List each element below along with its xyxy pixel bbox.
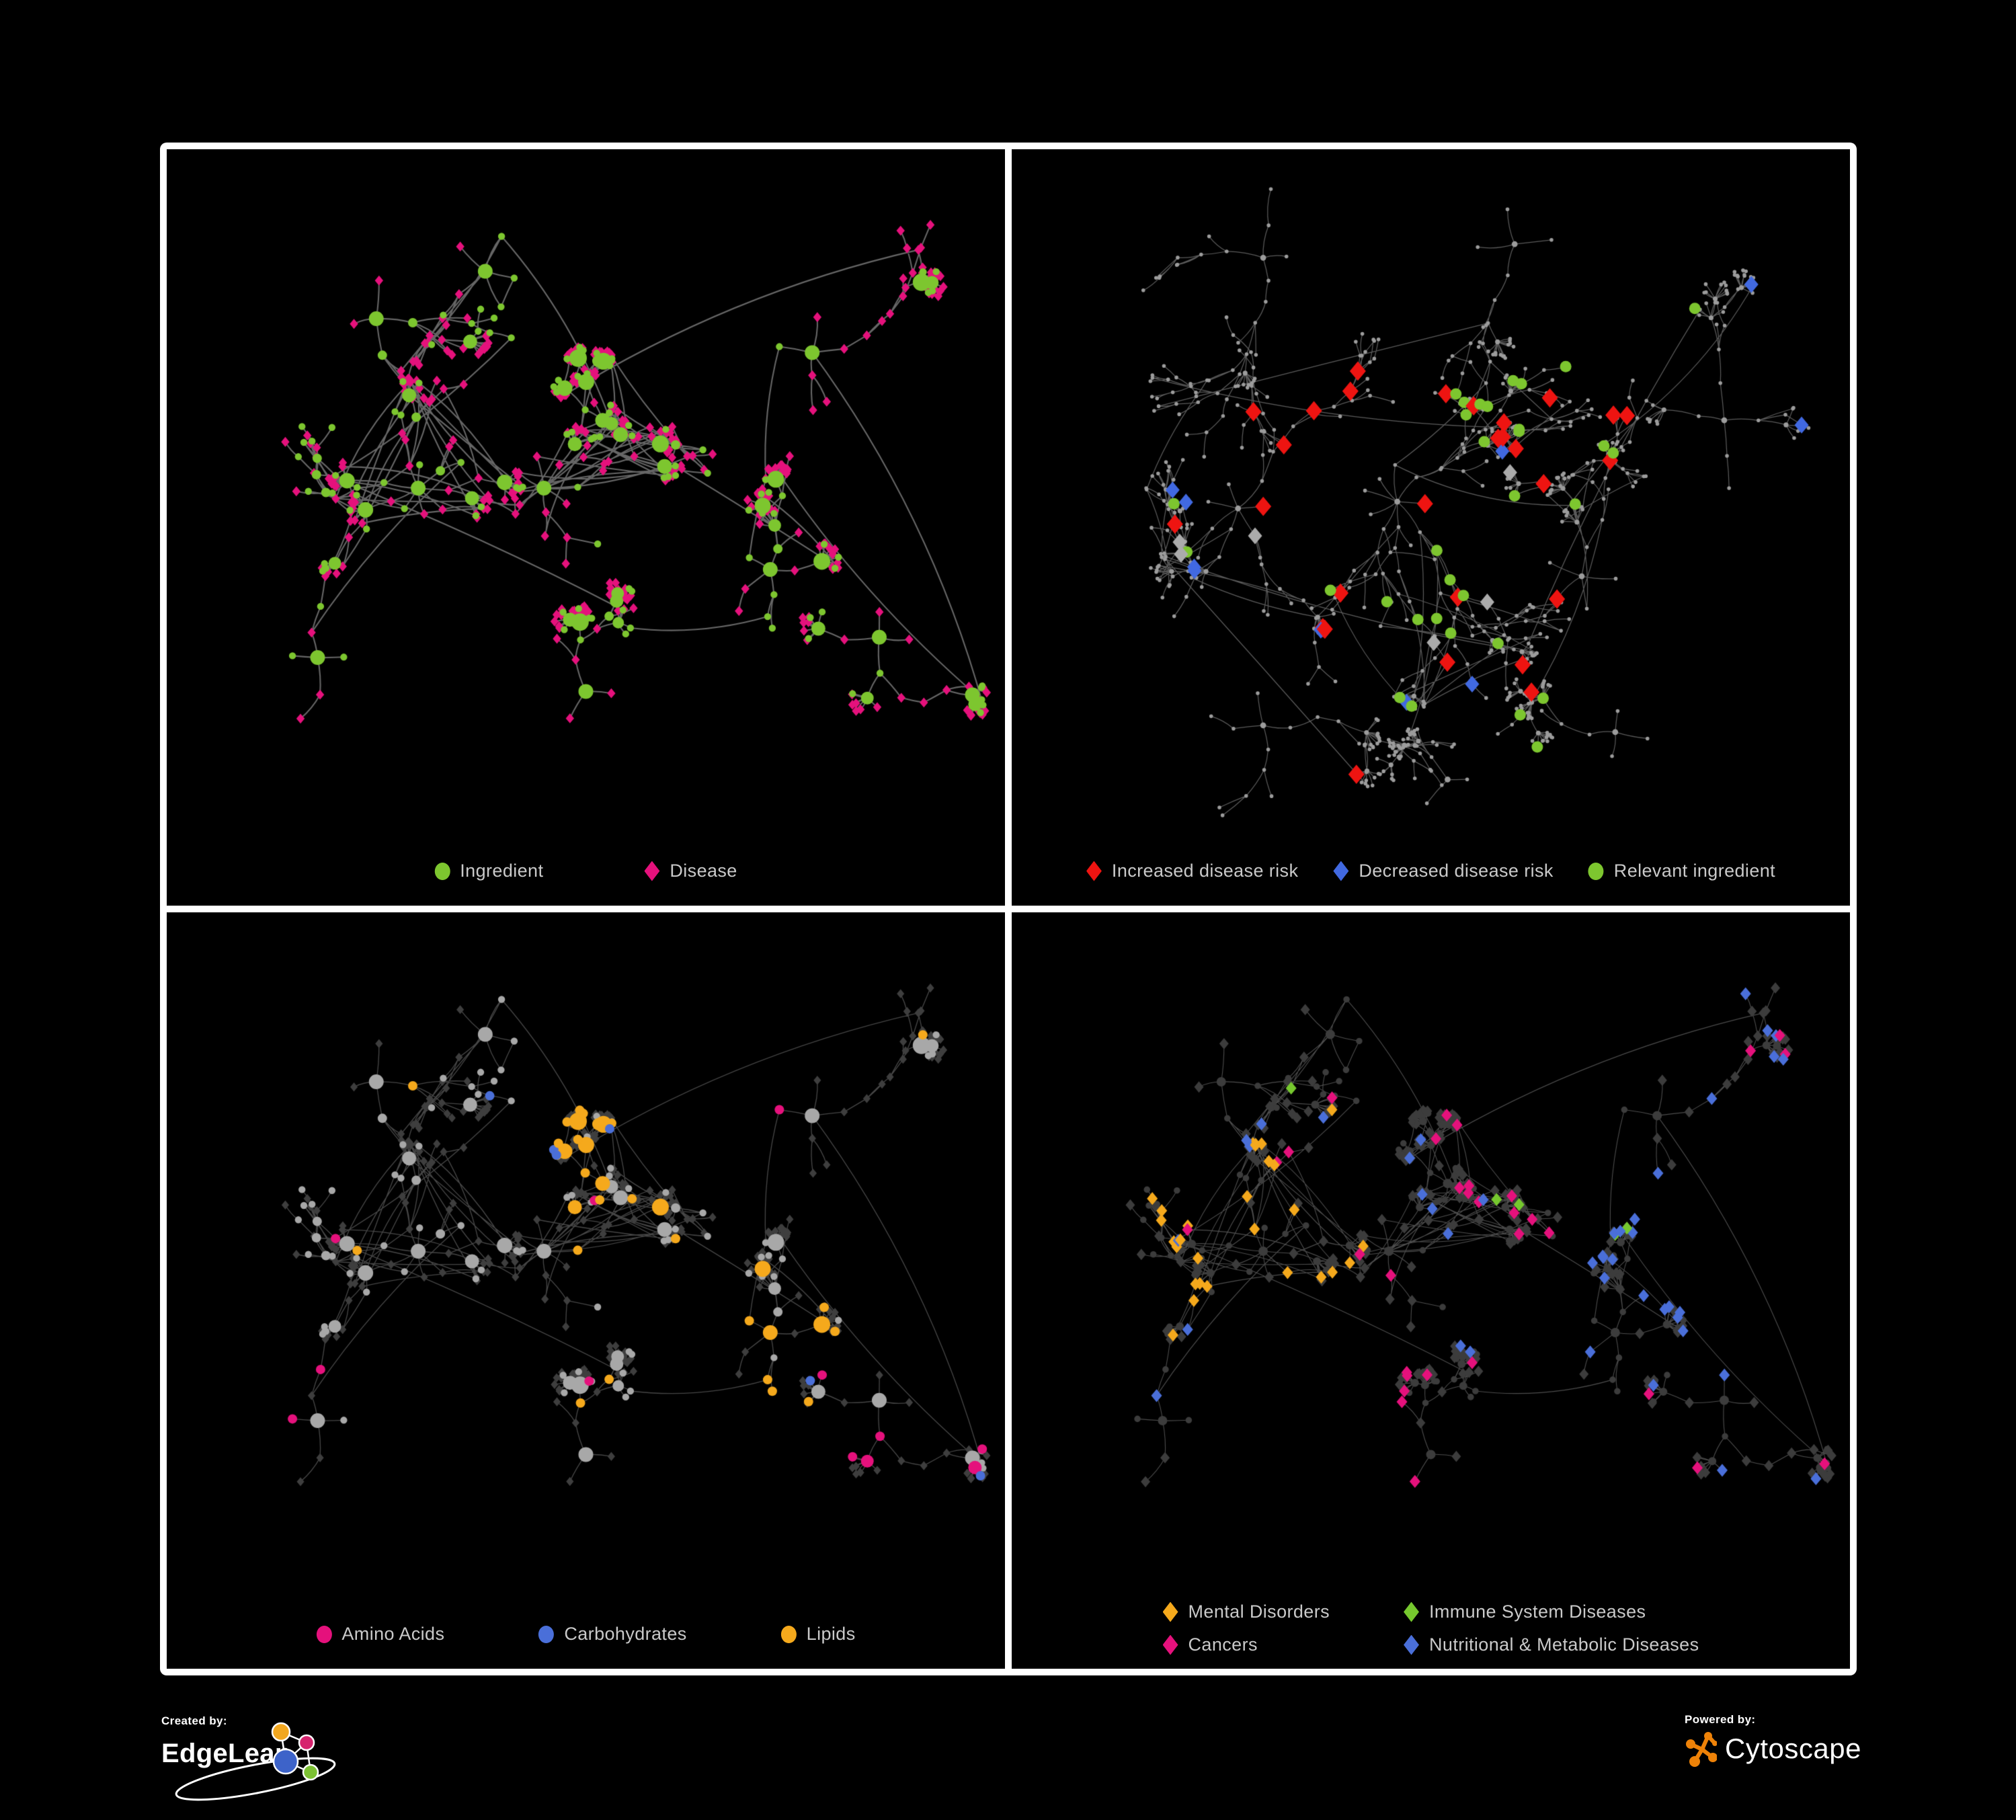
legend-item: Increased disease risk	[1086, 861, 1298, 881]
legend-item: Ingredient	[434, 861, 543, 881]
legend-label: Carbohydrates	[564, 1624, 687, 1644]
legend-label: Lipids	[806, 1624, 856, 1644]
legend-label: Nutritional & Metabolic Diseases	[1429, 1634, 1699, 1655]
edgeleap-logo-icon	[175, 1722, 336, 1801]
panel-disease-risk: Increased disease risk Decreased disease …	[1012, 149, 1850, 906]
legend-item: Immune System Diseases	[1404, 1601, 1699, 1622]
legend-item: Nutritional & Metabolic Diseases	[1404, 1634, 1699, 1655]
legend-label: Relevant ingredient	[1613, 861, 1776, 881]
circle-marker	[434, 862, 450, 880]
network-canvas-nutrient-categories	[167, 912, 1005, 1590]
circle-marker	[538, 1625, 555, 1643]
diamond-marker	[1086, 861, 1102, 881]
diamond-marker	[1333, 861, 1349, 881]
legend-item: Mental Disorders	[1162, 1601, 1330, 1622]
cytoscape-wordmark: Cytoscape	[1725, 1733, 1861, 1764]
panel-grid: Ingredient Disease Increased disease risk…	[160, 143, 1857, 1675]
legend-label: Amino Acids	[341, 1624, 445, 1644]
diamond-marker	[1162, 1601, 1178, 1622]
created-by-label: Created by:	[161, 1714, 227, 1727]
legend-ingredient-disease: Ingredient Disease	[434, 861, 737, 881]
powered-by-block: Powered by: Cytoscape	[1685, 1713, 1861, 1768]
legend-item: Amino Acids	[316, 1624, 444, 1645]
legend-disease-categories: Mental Disorders Cancers Immune System Dis…	[1162, 1601, 1699, 1655]
panel-disease-categories: Mental Disorders Cancers Immune System Dis…	[1012, 912, 1850, 1669]
diamond-marker	[1162, 1634, 1178, 1655]
legend-label: Mental Disorders	[1188, 1601, 1330, 1622]
edgeleap-brand: EdgeLeap	[161, 1722, 363, 1801]
panel-nutrient-categories: Amino Acids Carbohydrates Lipids	[167, 912, 1005, 1669]
legend-label: Ingredient	[460, 861, 544, 881]
circle-marker	[1588, 862, 1604, 880]
legend-item: Relevant ingredient	[1588, 861, 1775, 881]
circle-marker	[316, 1625, 332, 1643]
network-canvas-ingredient-disease	[167, 149, 1005, 827]
cytoscape-brand: Cytoscape	[1685, 1730, 1861, 1768]
legend-item: Disease	[644, 861, 737, 881]
legend-label: Cancers	[1188, 1634, 1258, 1655]
panel-ingredient-disease: Ingredient Disease	[167, 149, 1005, 906]
legend-disease-risk: Increased disease risk Decreased disease …	[1086, 861, 1775, 881]
legend-item: Cancers	[1162, 1634, 1330, 1655]
network-canvas-disease-categories	[1012, 912, 1850, 1590]
legend-label: Decreased disease risk	[1359, 861, 1554, 881]
network-canvas-disease-risk	[1012, 149, 1850, 827]
legend-item: Lipids	[780, 1624, 856, 1645]
legend-label: Increased disease risk	[1111, 861, 1299, 881]
powered-by-label: Powered by:	[1685, 1713, 1756, 1726]
cytoscape-logo-icon	[1686, 1732, 1717, 1767]
diamond-marker	[644, 861, 660, 881]
circle-marker	[780, 1625, 797, 1643]
legend-nutrient-categories: Amino Acids Carbohydrates Lipids	[316, 1624, 855, 1645]
diamond-marker	[1404, 1634, 1419, 1655]
legend-label: Immune System Diseases	[1429, 1601, 1646, 1622]
legend-item: Carbohydrates	[538, 1624, 686, 1645]
created-by-block: Created by: EdgeLeap	[161, 1714, 363, 1801]
diamond-marker	[1404, 1601, 1419, 1622]
edgeleap-wordmark: EdgeLeap	[161, 1739, 292, 1768]
legend-item: Decreased disease risk	[1333, 861, 1553, 881]
legend-label: Disease	[670, 861, 737, 881]
